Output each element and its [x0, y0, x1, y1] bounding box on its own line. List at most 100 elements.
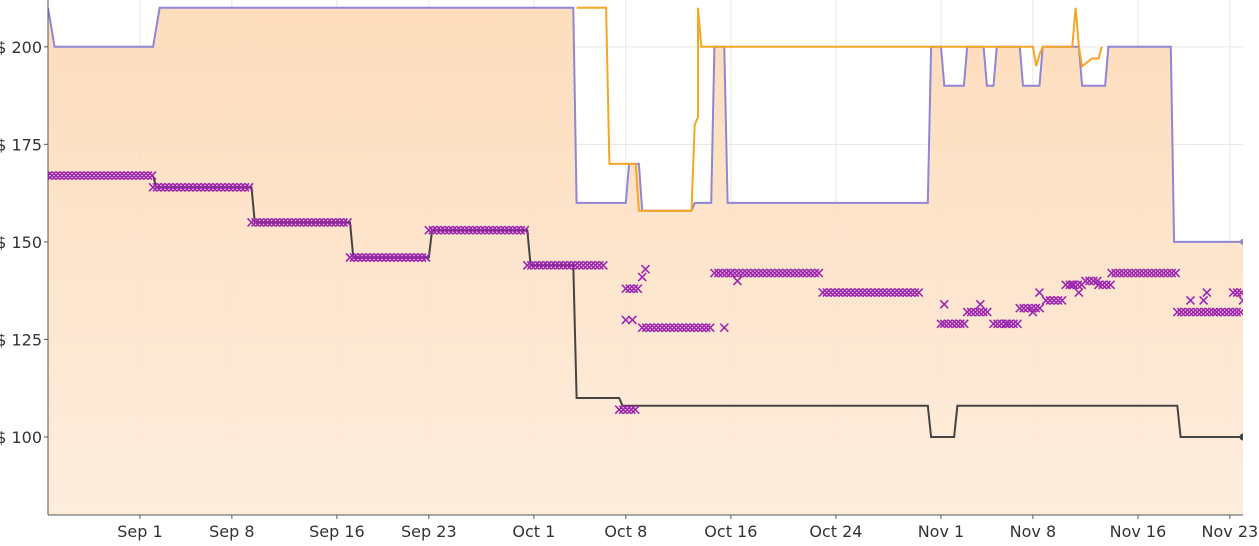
- marker-point: [1216, 307, 1226, 317]
- marker-point: [338, 217, 349, 227]
- marker-point: [970, 307, 980, 317]
- marker-point: [955, 319, 965, 329]
- marker-point: [858, 288, 868, 298]
- marker-point: [962, 307, 972, 317]
- marker-point: [878, 288, 888, 298]
- marker-point: [701, 323, 711, 333]
- marker-point: [504, 225, 514, 235]
- marker-point: [1057, 295, 1067, 305]
- marker-point: [224, 182, 234, 192]
- marker-point: [943, 319, 953, 329]
- marker-point: [1185, 295, 1196, 305]
- marker-point: [1123, 268, 1133, 278]
- series-dark-end-point: [1239, 433, 1243, 441]
- marker-point: [774, 268, 784, 278]
- marker-point: [1035, 303, 1045, 313]
- marker-point: [814, 268, 824, 278]
- marker-point: [1199, 295, 1209, 305]
- marker-point: [681, 323, 691, 333]
- marker-point: [318, 217, 329, 227]
- marker-point: [1180, 307, 1190, 317]
- marker-point: [1172, 307, 1182, 317]
- marker-point: [460, 225, 470, 235]
- marker-point: [542, 260, 552, 270]
- marker-point: [594, 260, 604, 270]
- marker-point: [898, 288, 908, 298]
- marker-point: [1176, 307, 1186, 317]
- marker-point: [377, 252, 387, 263]
- marker-point: [992, 319, 1003, 329]
- marker-point: [562, 260, 572, 270]
- marker-point: [1236, 307, 1243, 317]
- marker-point: [330, 217, 341, 227]
- marker-point: [842, 288, 852, 298]
- marker-point: [734, 268, 744, 278]
- marker-point: [246, 217, 257, 227]
- marker-point: [1088, 276, 1098, 286]
- marker-point: [1220, 307, 1230, 317]
- marker-point: [550, 260, 560, 270]
- marker-point: [677, 323, 687, 333]
- marker-point: [51, 171, 61, 181]
- marker-point: [1224, 307, 1234, 317]
- marker-point: [1111, 268, 1121, 278]
- marker-point: [598, 260, 608, 270]
- marker-point: [1228, 307, 1238, 317]
- marker-point: [538, 260, 548, 270]
- marker-point: [95, 171, 105, 181]
- marker-point: [975, 299, 985, 309]
- marker-point: [914, 288, 924, 298]
- marker-point: [966, 307, 976, 317]
- marker-point: [582, 260, 592, 270]
- marker-point: [661, 323, 671, 333]
- marker-point: [200, 182, 210, 192]
- marker-point: [790, 268, 800, 278]
- marker-point: [874, 288, 884, 298]
- marker-point: [192, 182, 202, 192]
- marker-point: [988, 319, 999, 329]
- marker-point: [1049, 295, 1059, 305]
- marker-point: [148, 182, 158, 192]
- marker-point: [456, 225, 466, 235]
- marker-point: [959, 319, 969, 329]
- marker-point: [822, 288, 832, 298]
- marker-point: [75, 171, 85, 181]
- marker-point: [534, 260, 544, 270]
- marker-point: [782, 268, 792, 278]
- marker-point: [850, 288, 860, 298]
- marker-point: [750, 268, 760, 278]
- marker-point: [188, 182, 198, 192]
- marker-point: [266, 217, 277, 227]
- marker-point: [204, 182, 214, 192]
- marker-point: [951, 319, 961, 329]
- marker-point: [1208, 307, 1218, 317]
- marker-point: [866, 288, 876, 298]
- marker-point: [778, 268, 788, 278]
- marker-point: [626, 405, 636, 415]
- marker-point: [405, 252, 415, 263]
- y-tick-label: $ 200: [0, 38, 42, 57]
- marker-point: [1107, 268, 1117, 278]
- y-tick-label: $ 100: [0, 428, 42, 447]
- marker-point: [480, 225, 490, 235]
- x-tick-label: Nov 8: [1010, 522, 1057, 541]
- marker-point: [452, 225, 462, 235]
- marker-point: [693, 323, 703, 333]
- marker-point: [1155, 268, 1165, 278]
- marker-point: [1008, 319, 1019, 329]
- marker-point: [274, 217, 285, 227]
- marker-point: [512, 225, 522, 235]
- marker-point: [282, 217, 293, 227]
- marker-point: [570, 260, 580, 270]
- marker-point: [369, 252, 379, 263]
- marker-point: [846, 288, 856, 298]
- series-area-end-point: [1240, 238, 1243, 245]
- marker-point: [409, 252, 419, 263]
- marker-point: [1143, 268, 1153, 278]
- marker-point: [1212, 307, 1222, 317]
- marker-point: [1034, 288, 1045, 298]
- marker-point: [1232, 307, 1242, 317]
- marker-point: [1115, 268, 1125, 278]
- marker-point: [290, 217, 301, 227]
